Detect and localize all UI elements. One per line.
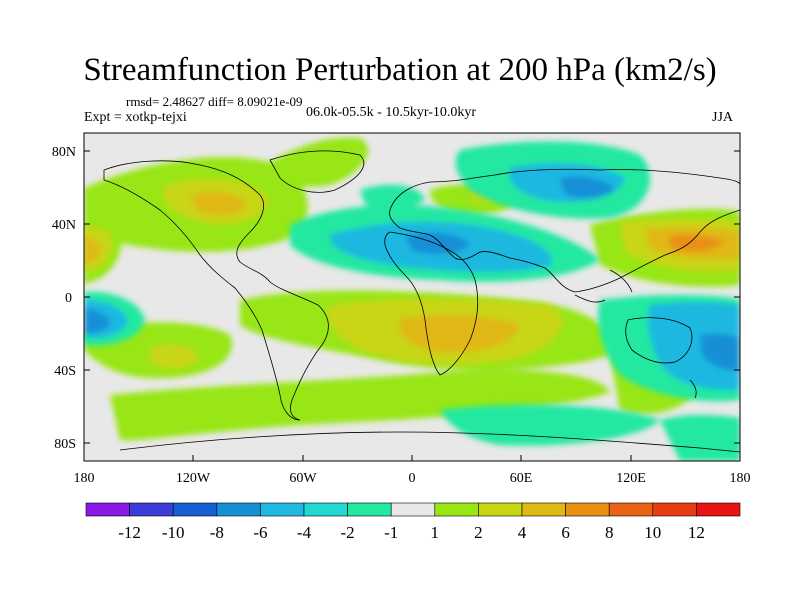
lat-label-40s: 40S [54, 364, 76, 379]
colorbar-swatch [478, 502, 523, 517]
lon-label-180e: 180 [730, 471, 751, 486]
chart-title: Streamfunction Perturbation at 200 hPa (… [83, 52, 717, 88]
colorbar-swatch [303, 502, 348, 517]
colorbar-label: 4 [518, 523, 527, 542]
colorbar-label: -1 [384, 523, 398, 542]
colorbar-swatch [172, 502, 218, 517]
lon-label-120e: 120E [616, 471, 646, 486]
lon-label-180w: 180 [74, 471, 95, 486]
colorbar-label: 10 [644, 523, 661, 542]
colorbar-label: 8 [605, 523, 614, 542]
colorbar: -12 -10 -8 -6 -4 -2 -1 1 2 4 6 8 10 12 [85, 502, 741, 542]
colorbar-label: -4 [297, 523, 312, 542]
colorbar-label: -2 [341, 523, 355, 542]
lon-label-60e: 60E [510, 471, 533, 486]
colorbar-label: -12 [118, 523, 141, 542]
colorbar-swatch [260, 502, 305, 517]
lat-label-80n: 80N [52, 145, 76, 160]
map-panel [84, 133, 740, 461]
colorbar-swatch [390, 502, 436, 517]
coastlines [103, 150, 740, 453]
colorbar-swatch [565, 502, 610, 517]
colorbar-label: 2 [474, 523, 483, 542]
experiment-label: Expt = xotkp-tejxi [84, 110, 187, 125]
colorbar-label: -10 [162, 523, 185, 542]
colorbar-label: 12 [688, 523, 705, 542]
colorbar-swatch [216, 502, 261, 517]
lon-ticks [83, 455, 741, 461]
colorbar-swatch [608, 502, 654, 517]
lat-label-80s: 80S [54, 437, 76, 452]
colorbar-label: -6 [253, 523, 267, 542]
positive-maxima-layer [84, 178, 740, 370]
negative-field-layer [84, 141, 740, 461]
season-label: JJA [712, 110, 734, 125]
lon-label-120w: 120W [176, 471, 211, 486]
colorbar-swatch [652, 502, 697, 517]
colorbar-swatch [347, 502, 392, 517]
stats-label: rmsd= 2.48627 diff= 8.09021e-09 [126, 94, 303, 109]
lat-label-40n: 40N [52, 218, 76, 233]
lat-ticks [84, 150, 740, 444]
colorbar-label: 1 [431, 523, 440, 542]
colorbar-label: -8 [210, 523, 224, 542]
lon-label-60w: 60W [289, 471, 317, 486]
colorbar-swatch [521, 502, 566, 517]
period-label: 06.0k-05.5k - 10.5kyr-10.0kyr [306, 105, 477, 120]
lat-label-0: 0 [65, 291, 72, 306]
colorbar-swatch [434, 502, 479, 517]
colorbar-swatch [129, 502, 174, 517]
colorbar-swatch [85, 502, 130, 517]
colorbar-swatch [696, 502, 741, 517]
lon-label-0: 0 [409, 471, 416, 486]
colorbar-label: 6 [561, 523, 570, 542]
